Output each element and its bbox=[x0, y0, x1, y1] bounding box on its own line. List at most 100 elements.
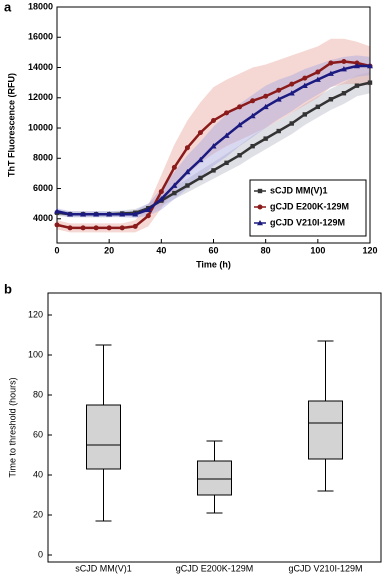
marker bbox=[250, 143, 255, 149]
y-tick-label: 100 bbox=[28, 349, 43, 359]
y-tick-label: 40 bbox=[33, 469, 43, 479]
x-tick-label: 120 bbox=[362, 245, 377, 255]
marker bbox=[341, 91, 347, 96]
error-band bbox=[57, 38, 370, 233]
legend-label: gCJD V210I-129M bbox=[270, 217, 345, 227]
marker bbox=[172, 190, 177, 196]
box bbox=[308, 400, 343, 460]
marker bbox=[223, 132, 230, 138]
marker bbox=[197, 130, 203, 136]
marker bbox=[93, 225, 99, 231]
marker bbox=[119, 225, 125, 231]
marker bbox=[197, 156, 204, 163]
marker bbox=[80, 225, 86, 231]
marker bbox=[289, 121, 294, 126]
marker bbox=[67, 211, 74, 217]
x-tick-label: 0 bbox=[54, 245, 59, 255]
marker bbox=[185, 183, 190, 188]
marker bbox=[54, 222, 60, 228]
marker bbox=[93, 211, 100, 217]
marker bbox=[184, 168, 191, 175]
marker bbox=[211, 117, 216, 123]
marker bbox=[80, 211, 87, 217]
x-tick-label: 100 bbox=[310, 245, 325, 255]
x-tick-label: gCJD E200K-129M bbox=[176, 563, 254, 573]
x-tick-label: 40 bbox=[156, 245, 166, 255]
marker bbox=[315, 104, 321, 110]
y-tick-label: 16000 bbox=[28, 32, 53, 42]
marker bbox=[106, 225, 112, 231]
marker bbox=[224, 110, 230, 116]
marker bbox=[184, 145, 190, 151]
x-tick-label: 60 bbox=[208, 245, 218, 255]
legend-label: gCJD E200K-129M bbox=[270, 201, 349, 211]
box bbox=[86, 404, 121, 470]
y-tick-label: 0 bbox=[38, 549, 43, 559]
x-tick-label: gCJD V210I-129M bbox=[288, 563, 362, 573]
marker bbox=[250, 98, 256, 104]
y-tick-label: 14000 bbox=[28, 62, 53, 72]
marker bbox=[119, 211, 126, 217]
y-axis-label: Time to threshold (hours) bbox=[7, 377, 17, 477]
y-axis-label: ThT Fluorescence (RFU) bbox=[6, 73, 16, 177]
marker bbox=[276, 128, 281, 134]
marker bbox=[275, 96, 282, 102]
y-tick-label: 12000 bbox=[28, 92, 53, 102]
marker bbox=[210, 143, 217, 149]
marker bbox=[314, 76, 321, 82]
error-band bbox=[57, 55, 370, 219]
marker bbox=[302, 112, 307, 117]
y-tick-label: 80 bbox=[33, 389, 43, 399]
legend-marker bbox=[257, 188, 263, 194]
legend-label: sCJD MM(V)1 bbox=[270, 185, 328, 195]
legend-marker bbox=[257, 220, 263, 226]
marker bbox=[301, 82, 308, 88]
x-tick-label: sCJD MM(V)1 bbox=[75, 563, 132, 573]
y-tick-label: 60 bbox=[33, 429, 43, 439]
marker bbox=[211, 168, 216, 173]
marker bbox=[263, 136, 268, 141]
marker bbox=[171, 182, 178, 188]
error-band bbox=[57, 72, 370, 218]
marker bbox=[158, 189, 164, 195]
marker bbox=[145, 206, 152, 213]
y-tick-label: 120 bbox=[28, 309, 43, 319]
marker bbox=[106, 211, 113, 217]
marker bbox=[315, 69, 321, 75]
marker bbox=[288, 90, 295, 96]
marker bbox=[302, 75, 308, 81]
marker bbox=[353, 63, 360, 69]
marker bbox=[354, 83, 360, 88]
marker bbox=[249, 112, 256, 119]
plot-frame bbox=[47, 292, 382, 563]
y-tick-label: 6000 bbox=[33, 183, 53, 193]
panel-label: a bbox=[4, 0, 12, 14]
marker bbox=[54, 208, 60, 214]
panel-label: b bbox=[4, 281, 12, 296]
marker bbox=[276, 87, 282, 93]
marker bbox=[340, 66, 347, 72]
marker bbox=[237, 153, 242, 158]
marker bbox=[367, 63, 373, 69]
marker bbox=[198, 175, 203, 181]
marker bbox=[341, 58, 347, 64]
x-tick-label: 20 bbox=[104, 245, 114, 255]
marker bbox=[327, 70, 334, 76]
x-tick-label: 80 bbox=[261, 245, 271, 255]
legend-marker bbox=[257, 204, 263, 210]
marker bbox=[263, 93, 269, 99]
marker bbox=[224, 160, 229, 166]
y-tick-label: 18000 bbox=[28, 1, 53, 11]
x-axis-label: Time (h) bbox=[196, 259, 231, 269]
marker bbox=[145, 213, 151, 219]
marker bbox=[237, 104, 243, 110]
y-tick-label: 20 bbox=[33, 509, 43, 519]
marker bbox=[132, 211, 139, 217]
marker bbox=[132, 223, 138, 229]
marker bbox=[328, 97, 334, 102]
marker bbox=[171, 164, 177, 170]
marker bbox=[328, 60, 334, 66]
y-tick-label: 4000 bbox=[33, 213, 53, 223]
marker bbox=[67, 225, 73, 231]
